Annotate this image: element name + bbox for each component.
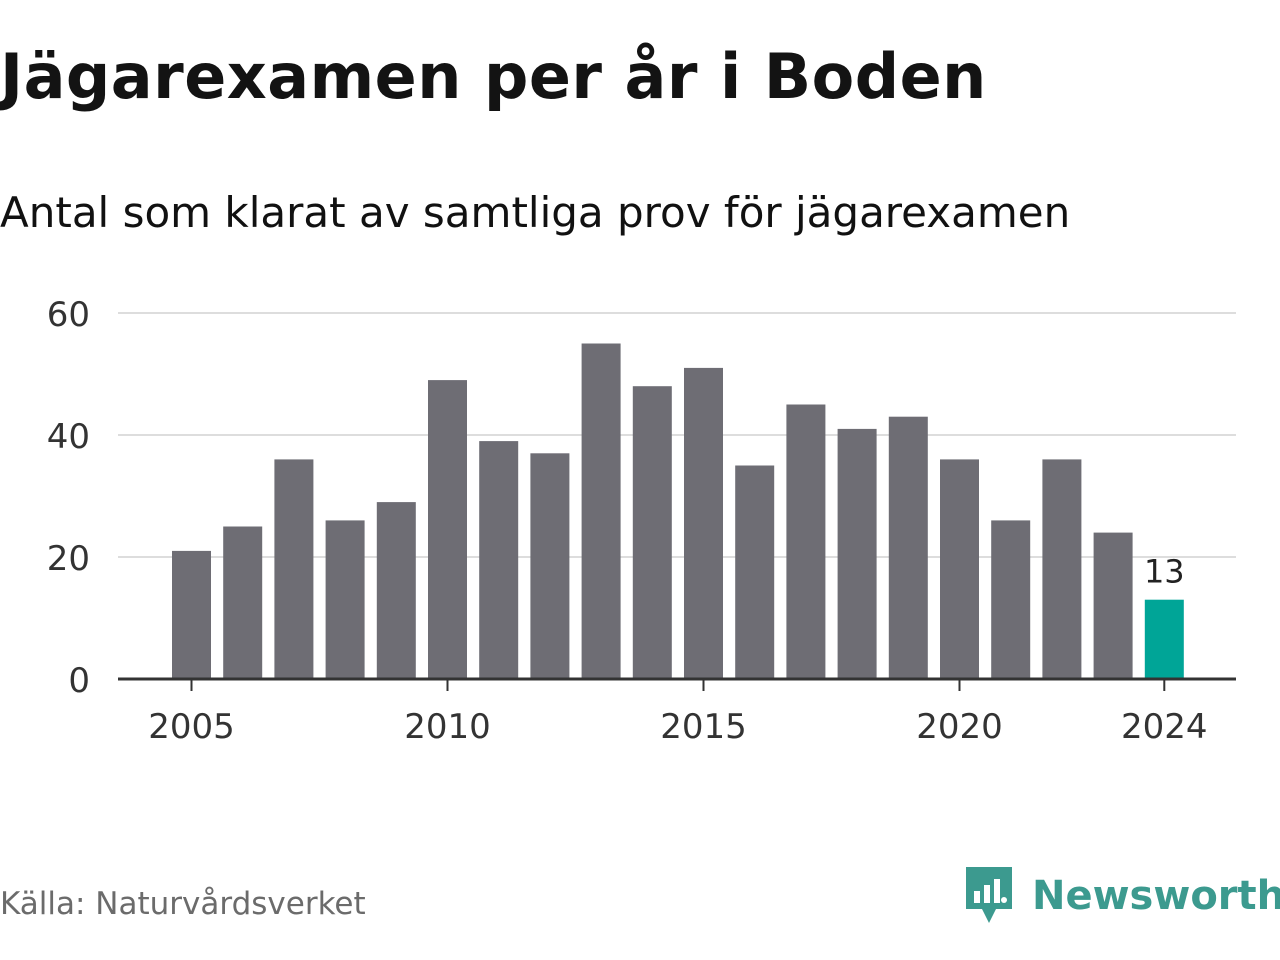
bar-2007 <box>274 459 314 679</box>
bar-2008 <box>325 520 365 679</box>
bar-2011 <box>479 441 519 679</box>
bar-2015 <box>684 367 723 679</box>
bar-2006 <box>223 526 263 679</box>
y-tick-label: 20 <box>47 539 90 579</box>
x-tick-label: 2024 <box>1121 707 1208 747</box>
x-tick-label: 2015 <box>660 707 747 747</box>
x-tick-label: 2010 <box>404 707 491 747</box>
x-tick-label: 2020 <box>916 707 1003 747</box>
x-tick-label: 2005 <box>148 707 235 747</box>
bar-chart: 0 20 40 60 13 2005 2010 2015 2020 2024 <box>47 295 1236 747</box>
bar-2014 <box>632 386 672 679</box>
brand-logo: Newsworthy <box>964 864 1280 928</box>
brand-name: Newsworthy <box>1032 873 1280 919</box>
y-tick-label: 60 <box>47 295 90 335</box>
bar-2013 <box>581 343 621 679</box>
bar-2016 <box>735 465 775 679</box>
bar-2022 <box>1042 459 1082 679</box>
bar-2005 <box>172 550 211 679</box>
bar-2012 <box>530 453 570 679</box>
newsworthy-logo-icon <box>966 867 1012 923</box>
y-tick-label: 40 <box>47 417 90 457</box>
bar-2010 <box>428 380 467 679</box>
bar-2019 <box>888 416 928 679</box>
chart-subtitle: Antal som klarat av samtliga prov för jä… <box>0 188 1071 237</box>
bar-2017 <box>786 404 826 679</box>
data-label-2024: 13 <box>1144 553 1185 591</box>
bar-2023 <box>1093 532 1133 679</box>
bar-2009 <box>376 502 416 679</box>
bar-2021 <box>991 520 1031 679</box>
y-tick-label: 0 <box>68 661 90 701</box>
source-note: Källa: Naturvårdsverket <box>0 886 366 922</box>
chart-title: Jägarexamen per år i Boden <box>0 40 987 113</box>
bar-2024 <box>1144 599 1184 679</box>
bar-2020 <box>940 459 979 679</box>
bar-2018 <box>837 428 877 679</box>
